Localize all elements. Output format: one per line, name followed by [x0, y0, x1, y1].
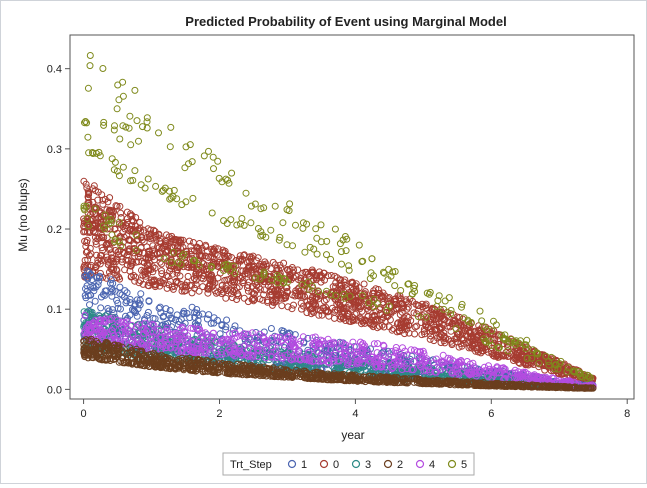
data-point: [331, 315, 337, 321]
data-point: [268, 326, 274, 332]
data-point: [279, 303, 285, 309]
data-point: [138, 291, 144, 297]
chart-title: Predicted Probability of Event using Mar…: [185, 14, 506, 29]
data-point: [211, 330, 217, 336]
plot-area: [70, 35, 634, 399]
data-point: [92, 298, 98, 304]
data-point: [241, 295, 247, 301]
data-point: [440, 352, 446, 358]
data-point: [321, 298, 327, 304]
data-point: [232, 323, 238, 329]
data-point: [134, 313, 140, 319]
data-point: [117, 284, 123, 290]
data-point: [189, 290, 195, 296]
data-points: [81, 53, 597, 392]
data-point: [325, 336, 331, 342]
data-point: [87, 302, 93, 308]
data-point: [185, 273, 191, 279]
data-point: [196, 288, 202, 294]
data-point: [427, 336, 433, 342]
data-point: [412, 331, 418, 337]
data-point: [98, 305, 104, 311]
data-point: [123, 300, 129, 306]
data-point: [200, 311, 206, 317]
data-point: [224, 317, 230, 323]
